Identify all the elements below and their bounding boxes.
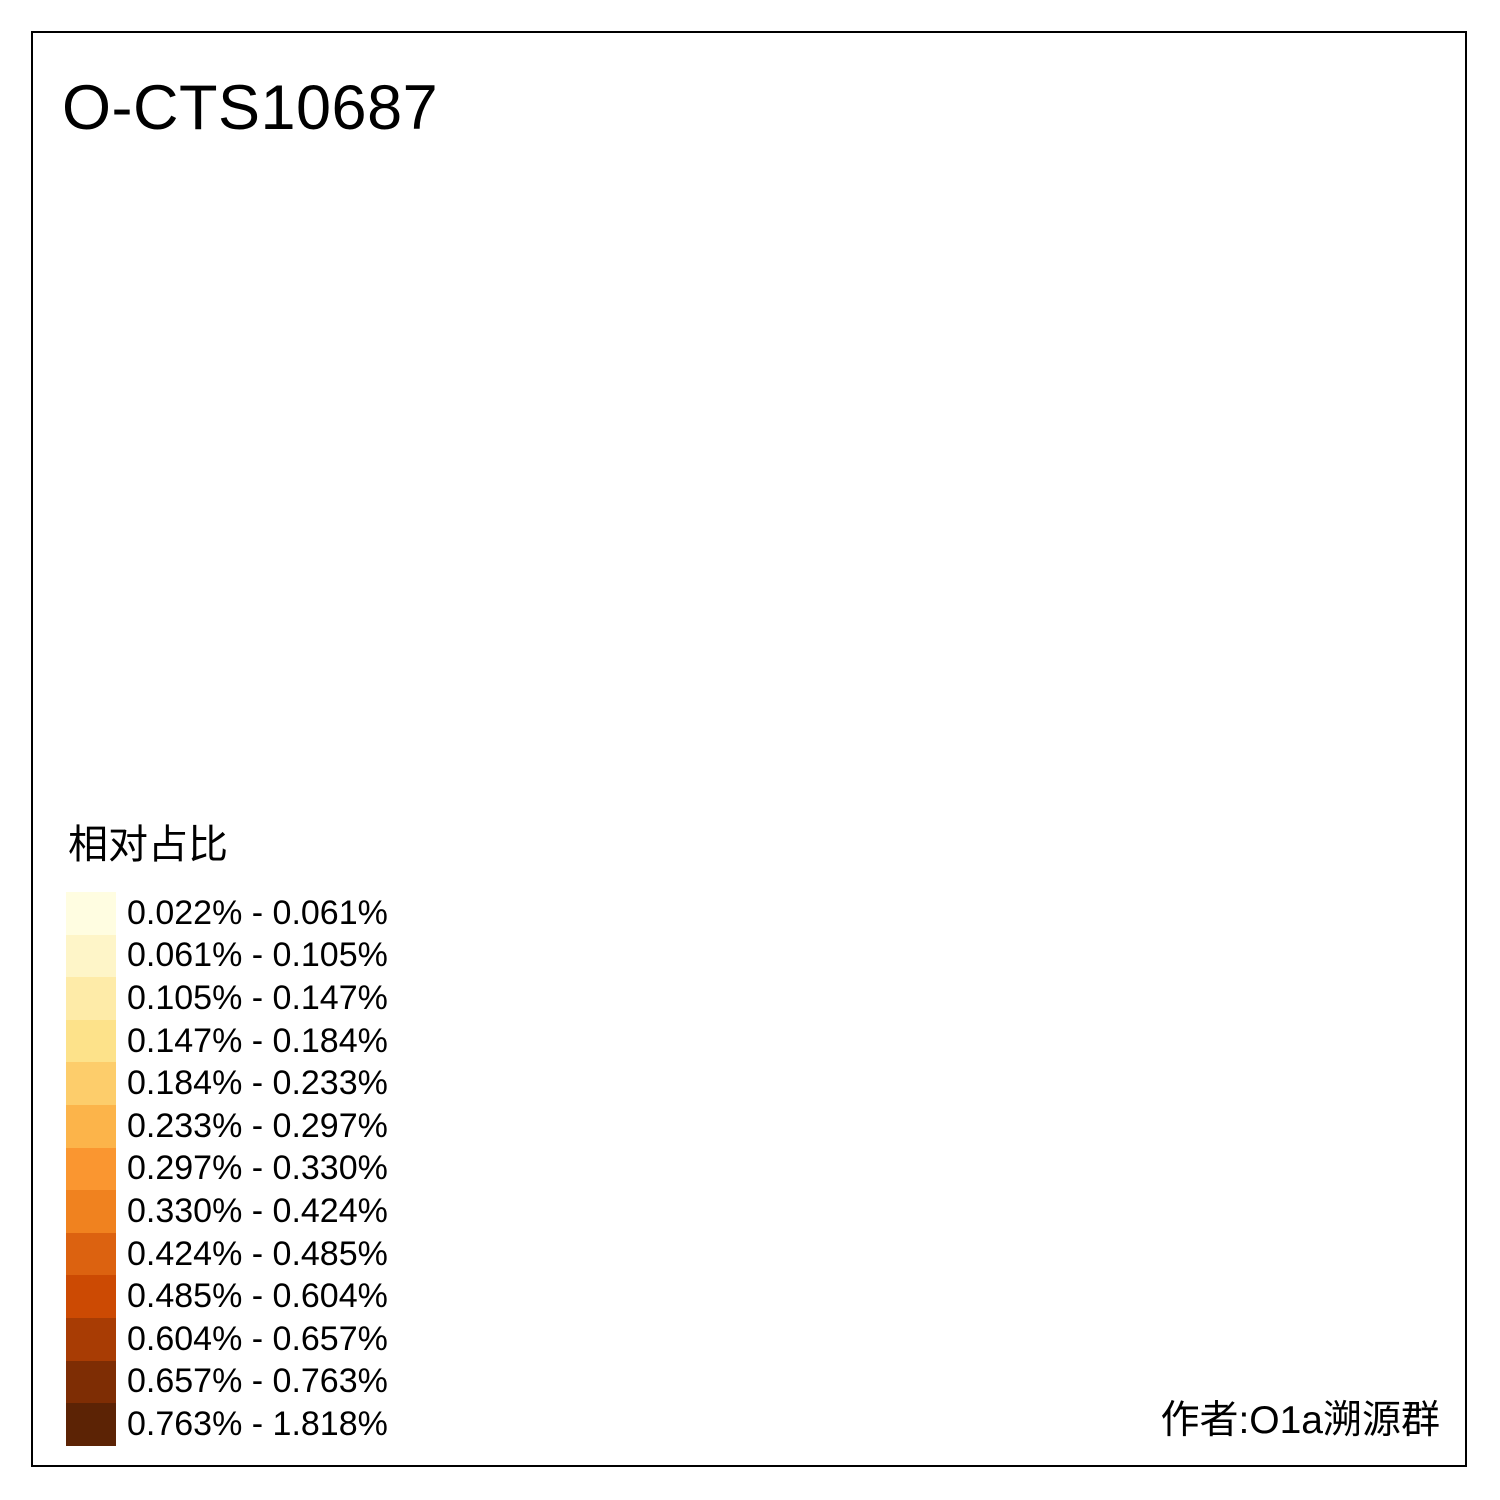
legend-label: 0.297% - 0.330%	[127, 1149, 388, 1188]
legend-row: 0.147% - 0.184%	[66, 1019, 388, 1063]
legend-swatch	[66, 1360, 116, 1404]
legend-label: 0.022% - 0.061%	[127, 893, 388, 932]
legend-label: 0.424% - 0.485%	[127, 1234, 388, 1273]
page-title: O-CTS10687	[62, 73, 439, 143]
legend-row: 0.763% - 1.818%	[66, 1403, 388, 1446]
legend-label: 0.184% - 0.233%	[127, 1064, 388, 1103]
legend-entries: 0.022% - 0.061% 0.061% - 0.105% 0.105% - 0…	[66, 892, 388, 1446]
legend-swatch	[66, 1403, 116, 1446]
legend-label: 0.763% - 1.818%	[127, 1404, 388, 1443]
legend-swatch	[66, 1232, 116, 1276]
legend-swatch	[66, 1190, 116, 1233]
legend-label: 0.061% - 0.105%	[127, 936, 388, 975]
legend-row: 0.022% - 0.061%	[66, 892, 388, 935]
legend: 相对占比 0.022% - 0.061% 0.061% - 0.105% 0.105…	[66, 812, 388, 1446]
legend-swatch	[66, 1104, 116, 1148]
legend-swatch	[66, 1317, 116, 1361]
legend-row: 0.105% - 0.147%	[66, 977, 388, 1020]
legend-swatch	[66, 1275, 116, 1318]
legend-swatch	[66, 1062, 116, 1105]
legend-label: 0.147% - 0.184%	[127, 1021, 388, 1060]
legend-row: 0.604% - 0.657%	[66, 1317, 388, 1361]
legend-row: 0.297% - 0.330%	[66, 1147, 388, 1191]
legend-label: 0.105% - 0.147%	[127, 978, 388, 1017]
legend-swatch	[66, 934, 116, 978]
legend-swatch	[66, 892, 116, 935]
legend-swatch	[66, 1019, 116, 1063]
legend-label: 0.330% - 0.424%	[127, 1191, 388, 1230]
legend-swatch	[66, 977, 116, 1020]
legend-row: 0.485% - 0.604%	[66, 1275, 388, 1318]
legend-row: 0.061% - 0.105%	[66, 934, 388, 978]
legend-swatch	[66, 1147, 116, 1191]
legend-title: 相对占比	[68, 823, 228, 867]
legend-row: 0.657% - 0.763%	[66, 1360, 388, 1404]
legend-label: 0.604% - 0.657%	[127, 1319, 388, 1358]
legend-row: 0.424% - 0.485%	[66, 1232, 388, 1276]
legend-row: 0.330% - 0.424%	[66, 1190, 388, 1233]
plot-frame	[31, 31, 1467, 1467]
legend-label: 0.657% - 0.763%	[127, 1362, 388, 1401]
legend-row: 0.233% - 0.297%	[66, 1104, 388, 1148]
legend-label: 0.233% - 0.297%	[127, 1106, 388, 1145]
legend-row: 0.184% - 0.233%	[66, 1062, 388, 1105]
legend-label: 0.485% - 0.604%	[127, 1277, 388, 1316]
author-credit: 作者:O1a溯源群	[1160, 1399, 1440, 1442]
